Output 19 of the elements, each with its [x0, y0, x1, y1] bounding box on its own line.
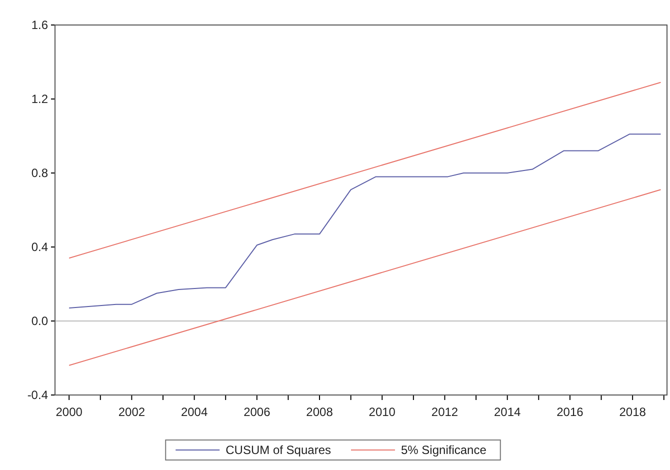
x-tick-label: 2012	[431, 405, 458, 420]
y-tick-label: 0.4	[31, 240, 48, 254]
x-tick-label: 2000	[56, 405, 83, 420]
legend-label: 5% Significance	[400, 443, 487, 457]
line-series	[68, 134, 662, 309]
y-tick-label: 1.2	[31, 92, 48, 106]
y-tick-label: 1.6	[31, 18, 48, 32]
x-tick-label: 2014	[494, 405, 522, 420]
y-tick-label: 0.8	[31, 166, 48, 180]
x-tick-label: 2006	[244, 405, 271, 420]
x-tick-label: 2004	[180, 405, 208, 420]
legend-label: CUSUM of Squares	[226, 443, 331, 457]
x-tick-label: 2002	[118, 405, 146, 420]
x-tick-label: 2010	[368, 405, 396, 420]
x-tick-label: 2016	[556, 405, 584, 420]
x-tick-label: 2008	[306, 405, 334, 420]
y-tick-label: 0.0	[31, 314, 48, 328]
y-tick-label: -0.4	[27, 388, 48, 402]
x-tick-label: 2018	[619, 405, 646, 420]
